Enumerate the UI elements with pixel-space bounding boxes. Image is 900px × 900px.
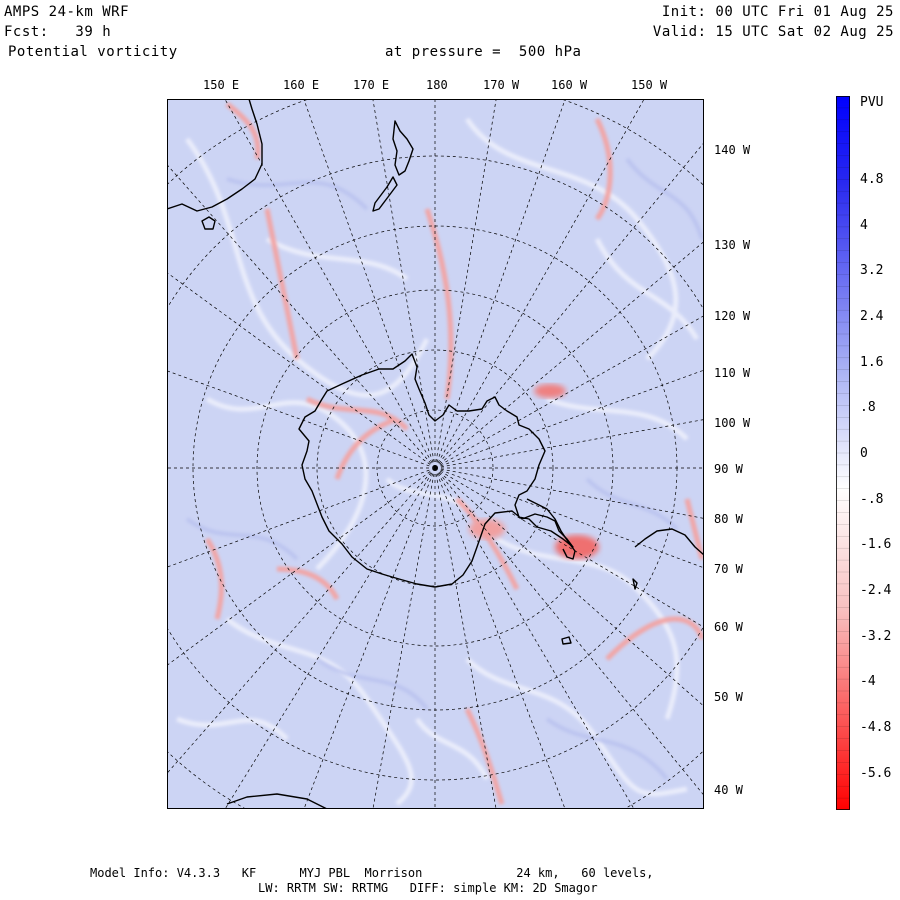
forecast-hour: Fcst: 39 h (4, 24, 112, 40)
pv-light-swirls (176, 117, 700, 806)
lon-label: 130 W (714, 238, 751, 252)
colorbar-tick-label: 2.4 (860, 309, 884, 324)
colorbar-tick-label: 3.2 (860, 263, 884, 278)
lon-label: 160 W (551, 78, 588, 92)
colorbar-tick-label: 4 (860, 218, 868, 233)
colorbar-tick-label: -2.4 (860, 583, 892, 598)
colorbar-tick-label: .8 (860, 400, 876, 415)
valid-time: Valid: 15 UTC Sat 02 Aug 25 (652, 24, 894, 40)
lon-label: 180 (426, 78, 448, 92)
lon-label: 70 W (714, 562, 743, 576)
lon-label: 120 W (714, 309, 751, 323)
model-info: Model Info: V4.3.3 KF MYJ PBL Morrison 2… (90, 866, 654, 880)
coastlines (167, 99, 704, 809)
antarctica-coast (298, 353, 574, 588)
australia-coast (167, 99, 263, 212)
lon-label: 170 W (483, 78, 520, 92)
tasmania (201, 216, 216, 230)
graticule (167, 99, 704, 809)
colorbar-tick-label: 4.8 (860, 172, 884, 187)
south-america-coast (634, 528, 704, 556)
colorbar-unit: PVU (860, 95, 884, 110)
pv-map (167, 99, 704, 809)
lon-label: 170 E (353, 78, 390, 92)
lon-label: 150 E (203, 78, 240, 92)
model-title: AMPS 24-km WRF (4, 4, 130, 20)
new-zealand-north (392, 120, 414, 176)
lon-label: 110 W (714, 366, 751, 380)
colorbar-tick-label: 0 (860, 446, 868, 461)
map-background (167, 99, 704, 809)
colorbar-tick-label: -.8 (860, 492, 884, 507)
lon-label: 150 W (631, 78, 668, 92)
antarctic-peninsula (526, 498, 576, 560)
pv-red-streaks (204, 102, 704, 805)
africa-coast (226, 793, 328, 809)
colorbar-tick-label: 1.6 (860, 355, 884, 370)
colorbar-tick-label: -3.2 (860, 629, 892, 644)
south-georgia (632, 578, 638, 590)
colorbar (836, 96, 850, 810)
lon-label: 160 E (283, 78, 320, 92)
lon-label: 40 W (714, 783, 743, 797)
lon-label: 90 W (714, 462, 743, 476)
init-time: Init: 00 UTC Fri 01 Aug 25 (661, 4, 894, 20)
lon-label: 50 W (714, 690, 743, 704)
new-zealand-south (372, 176, 398, 212)
falklands (561, 636, 572, 645)
pv-red-maximum (534, 384, 566, 398)
lon-label: 100 W (714, 416, 751, 430)
field-name: Potential vorticity (8, 44, 178, 60)
pressure-level: at pressure = 500 hPa (385, 44, 582, 60)
lon-label: 80 W (714, 512, 743, 526)
colorbar-tick-label: -4.8 (860, 720, 892, 735)
colorbar-tick-label: -4 (860, 674, 876, 689)
pv-red-area (469, 519, 505, 539)
colorbar-tick-label: -1.6 (860, 537, 892, 552)
physics-info: LW: RRTM SW: RRTMG DIFF: simple KM: 2D S… (258, 881, 598, 895)
colorbar-tick-label: -5.6 (860, 766, 892, 781)
lon-label: 60 W (714, 620, 743, 634)
pv-dark-swirls (185, 157, 704, 781)
lon-label: 140 W (714, 143, 751, 157)
